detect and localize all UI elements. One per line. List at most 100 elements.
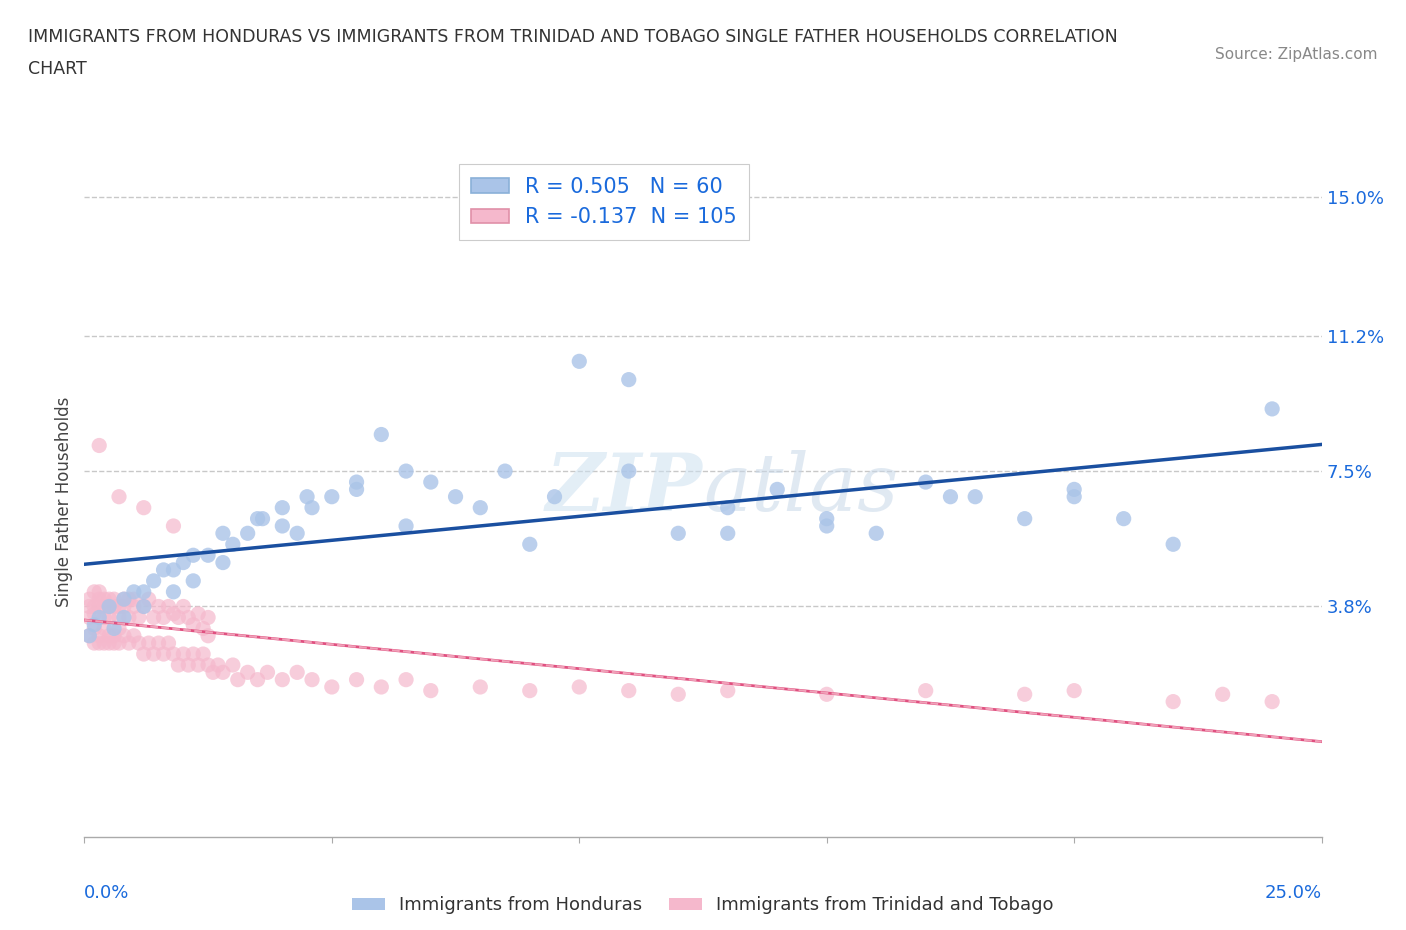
Point — [98, 591, 121, 606]
Point — [395, 672, 418, 687]
Point — [202, 665, 225, 680]
Point — [132, 599, 155, 614]
Point — [321, 489, 343, 504]
Point — [79, 629, 101, 644]
Point — [157, 635, 180, 650]
Point — [568, 680, 591, 695]
Point — [419, 684, 441, 698]
Point — [568, 354, 591, 369]
Y-axis label: Single Father Households: Single Father Households — [55, 397, 73, 607]
Point — [197, 658, 219, 672]
Point — [122, 591, 145, 606]
Point — [162, 606, 184, 621]
Point — [717, 684, 740, 698]
Point — [132, 646, 155, 661]
Point — [717, 525, 740, 540]
Point — [236, 665, 259, 680]
Text: 25.0%: 25.0% — [1264, 884, 1322, 902]
Point — [128, 635, 150, 650]
Point — [370, 680, 392, 695]
Point — [1161, 694, 1184, 709]
Point — [181, 574, 204, 589]
Point — [207, 658, 229, 672]
Point — [162, 519, 184, 534]
Point — [79, 591, 101, 606]
Point — [187, 606, 209, 621]
Point — [177, 658, 200, 672]
Point — [172, 555, 194, 570]
Point — [246, 512, 269, 526]
Point — [1014, 687, 1036, 702]
Text: ZIP: ZIP — [546, 450, 703, 527]
Point — [197, 629, 219, 644]
Point — [181, 548, 204, 563]
Point — [93, 610, 115, 625]
Point — [519, 684, 541, 698]
Point — [112, 591, 135, 606]
Point — [89, 584, 111, 599]
Point — [1063, 482, 1085, 497]
Point — [79, 629, 101, 644]
Point — [89, 629, 111, 644]
Text: 0.0%: 0.0% — [84, 884, 129, 902]
Point — [1261, 694, 1284, 709]
Point — [1261, 402, 1284, 417]
Point — [285, 665, 308, 680]
Point — [138, 591, 160, 606]
Point — [1063, 489, 1085, 504]
Point — [246, 672, 269, 687]
Point — [617, 372, 640, 387]
Point — [83, 584, 105, 599]
Point — [167, 610, 190, 625]
Point — [103, 621, 125, 636]
Point — [939, 489, 962, 504]
Point — [112, 591, 135, 606]
Point — [112, 599, 135, 614]
Point — [122, 584, 145, 599]
Point — [118, 635, 141, 650]
Point — [142, 574, 165, 589]
Point — [118, 610, 141, 625]
Point — [271, 672, 294, 687]
Point — [197, 548, 219, 563]
Point — [236, 525, 259, 540]
Point — [93, 621, 115, 636]
Point — [666, 687, 689, 702]
Point — [98, 599, 121, 614]
Point — [226, 672, 249, 687]
Text: atlas: atlas — [703, 450, 898, 527]
Point — [965, 489, 987, 504]
Point — [118, 591, 141, 606]
Point — [93, 591, 115, 606]
Point — [162, 584, 184, 599]
Point — [112, 610, 135, 625]
Point — [98, 610, 121, 625]
Point — [419, 474, 441, 489]
Point — [148, 599, 170, 614]
Point — [108, 489, 131, 504]
Point — [83, 606, 105, 621]
Point — [271, 519, 294, 534]
Point — [98, 629, 121, 644]
Text: Source: ZipAtlas.com: Source: ZipAtlas.com — [1215, 46, 1378, 61]
Point — [152, 563, 174, 578]
Point — [1063, 684, 1085, 698]
Point — [301, 672, 323, 687]
Point — [172, 646, 194, 661]
Point — [103, 629, 125, 644]
Point — [815, 519, 838, 534]
Point — [197, 610, 219, 625]
Point — [93, 635, 115, 650]
Point — [103, 635, 125, 650]
Point — [717, 500, 740, 515]
Point — [187, 658, 209, 672]
Text: IMMIGRANTS FROM HONDURAS VS IMMIGRANTS FROM TRINIDAD AND TOBAGO SINGLE FATHER HO: IMMIGRANTS FROM HONDURAS VS IMMIGRANTS F… — [28, 28, 1118, 46]
Point — [1014, 512, 1036, 526]
Point — [914, 474, 936, 489]
Point — [167, 658, 190, 672]
Legend: Immigrants from Honduras, Immigrants from Trinidad and Tobago: Immigrants from Honduras, Immigrants fro… — [344, 889, 1062, 922]
Point — [142, 646, 165, 661]
Point — [617, 684, 640, 698]
Point — [132, 599, 155, 614]
Point — [93, 599, 115, 614]
